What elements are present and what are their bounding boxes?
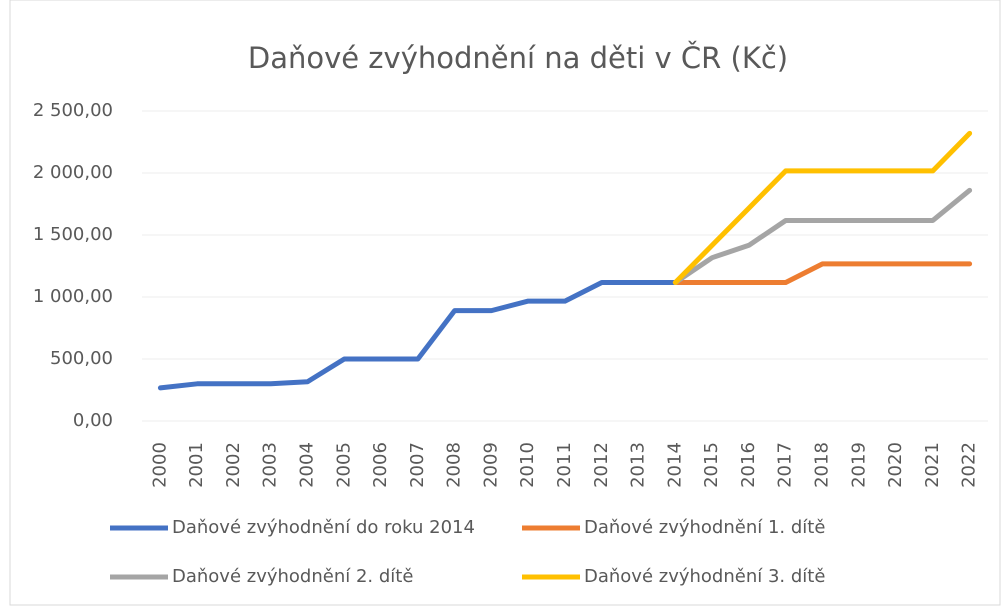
x-tick-label: 2013 — [628, 442, 649, 488]
series-line — [672, 187, 973, 285]
x-tick-label: 2020 — [885, 442, 906, 488]
x-tick-label: 2018 — [811, 442, 832, 488]
series-line — [672, 261, 973, 285]
x-tick-label: 2021 — [922, 442, 943, 488]
x-tick-label: 2022 — [959, 442, 980, 488]
x-tick-label: 2000 — [149, 442, 170, 488]
y-tick-label: 2 500,00 — [33, 100, 113, 121]
x-tick-label: 2008 — [444, 442, 465, 488]
x-tick-label: 2015 — [701, 442, 722, 488]
legend-label: Daňové zvýhodnění 1. dítě — [584, 517, 825, 538]
x-tick-label: 2003 — [260, 442, 281, 488]
chart-title: Daňové zvýhodnění na děti v ČR (Kč) — [248, 41, 788, 75]
x-tick-label: 2012 — [591, 442, 612, 488]
x-tick-label: 2001 — [186, 442, 207, 488]
x-tick-label: 2014 — [664, 442, 685, 488]
legend-label: Daňové zvýhodnění 2. dítě — [172, 566, 413, 587]
x-tick-label: 2016 — [738, 442, 759, 488]
legend-label: Daňové zvýhodnění 3. dítě — [584, 566, 825, 587]
y-tick-label: 500,00 — [50, 348, 113, 369]
x-tick-label: 2019 — [848, 442, 869, 488]
series-line — [157, 279, 678, 391]
x-tick-label: 2017 — [775, 442, 796, 488]
x-tick-label: 2010 — [517, 442, 538, 488]
y-tick-label: 1 000,00 — [33, 286, 113, 307]
legend-label: Daňové zvýhodnění do roku 2014 — [172, 517, 475, 538]
x-tick-label: 2006 — [370, 442, 391, 488]
x-tick-label: 2005 — [333, 442, 354, 488]
x-tick-label: 2004 — [297, 442, 318, 488]
y-tick-label: 2 000,00 — [33, 162, 113, 183]
y-tick-label: 1 500,00 — [33, 224, 113, 245]
chart-frame — [9, 0, 1001, 606]
x-tick-label: 2011 — [554, 442, 575, 488]
x-tick-label: 2009 — [480, 442, 501, 488]
x-tick-label: 2002 — [223, 442, 244, 488]
x-tick-label: 2007 — [407, 442, 428, 488]
series-line — [672, 130, 973, 285]
y-tick-label: 0,00 — [73, 410, 113, 431]
